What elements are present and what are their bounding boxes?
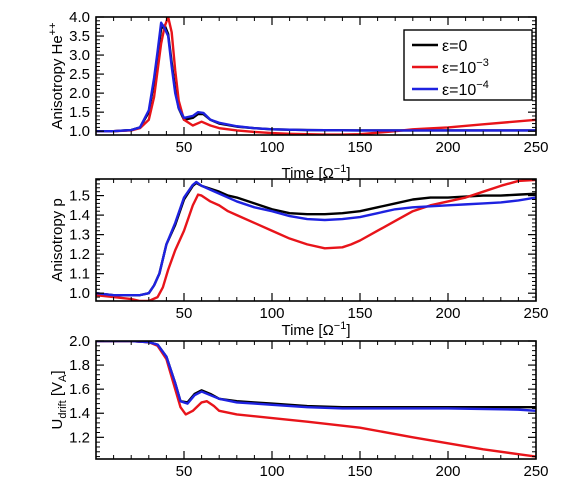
panel-frame <box>95 178 537 302</box>
panel-frame <box>95 340 537 460</box>
y-axis-label: Anisotropy p <box>49 198 66 281</box>
x-tick-label: 200 <box>435 463 460 480</box>
x-tick-label: 200 <box>435 139 460 156</box>
y-tick-label: 2.5 <box>69 66 90 83</box>
y-tick-label: 4.0 <box>69 9 90 26</box>
y-tick-label: 1.2 <box>69 246 90 263</box>
y-tick-label: 1.3 <box>69 227 90 244</box>
y-tick-label: 1.4 <box>69 207 90 224</box>
y-tick-label: 1.1 <box>69 266 90 283</box>
x-tick-label: 200 <box>435 305 460 322</box>
series-line-eps1e-4 <box>96 341 536 413</box>
x-tick-label: 250 <box>523 139 548 156</box>
panel-udrift: 50 100 150 200 250 1.2 1.4 1.6 1.8 2.0 Udrift [VA… <box>49 333 549 480</box>
legend: ε=0 ε=10−3 ε=10−4 <box>403 29 533 101</box>
y-tick-label: 1.0 <box>69 285 90 302</box>
panel-anisotropy-p: 50 100 150 200 250 1.0 1.1 1.2 1.3 1.4 1.5 Anisotr… <box>49 178 549 339</box>
x-tick-label: 150 <box>347 463 372 480</box>
panel-frame <box>95 16 537 136</box>
x-axis-label: Time [Ω−1] <box>281 163 350 182</box>
x-tick-label: 150 <box>347 305 372 322</box>
y-tick-label: 2.0 <box>69 333 90 350</box>
legend-label-eps1e-3: ε=10−3 <box>442 57 489 77</box>
x-tick-label: 50 <box>176 139 193 156</box>
series-line-eps1e-4 <box>96 180 536 297</box>
y-tick-label: 3.5 <box>69 28 90 45</box>
y-tick-label: 1.2 <box>69 429 90 446</box>
x-tick-label: 100 <box>259 305 284 322</box>
legend-label-eps0: ε=0 <box>442 38 467 55</box>
x-tick-label: 50 <box>176 305 193 322</box>
panel-anisotropy-he: 50 100 150 200 250 1.0 1.5 2.0 2.5 3.0 3.5 4.0 Anis… <box>47 9 549 182</box>
y-axis-label: Udrift [VA] <box>49 370 69 429</box>
series-line-eps1e-3 <box>96 179 536 301</box>
y-tick-label: 1.0 <box>69 123 90 140</box>
y-tick-label: 1.6 <box>69 381 90 398</box>
y-tick-label: 1.4 <box>69 405 90 422</box>
x-tick-label: 100 <box>259 463 284 480</box>
x-tick-label: 150 <box>347 139 372 156</box>
y-tick-label: 3.0 <box>69 47 90 64</box>
legend-label-eps1e-4: ε=10−4 <box>442 79 489 99</box>
y-tick-label: 2.0 <box>69 85 90 102</box>
x-axis-label: Time [Ω−1] <box>281 320 350 339</box>
y-tick-label: 1.5 <box>69 104 90 121</box>
x-tick-label: 250 <box>523 463 548 480</box>
y-axis-label: Anisotropy He++ <box>47 22 66 129</box>
series-line-eps1e-3 <box>96 17 536 135</box>
x-tick-label: 250 <box>523 305 548 322</box>
x-tick-label: 50 <box>176 463 193 480</box>
x-tick-label: 100 <box>259 139 284 156</box>
y-tick-label: 1.8 <box>69 357 90 374</box>
series-line-eps1e-4 <box>96 21 536 133</box>
y-tick-label: 1.5 <box>69 188 90 205</box>
